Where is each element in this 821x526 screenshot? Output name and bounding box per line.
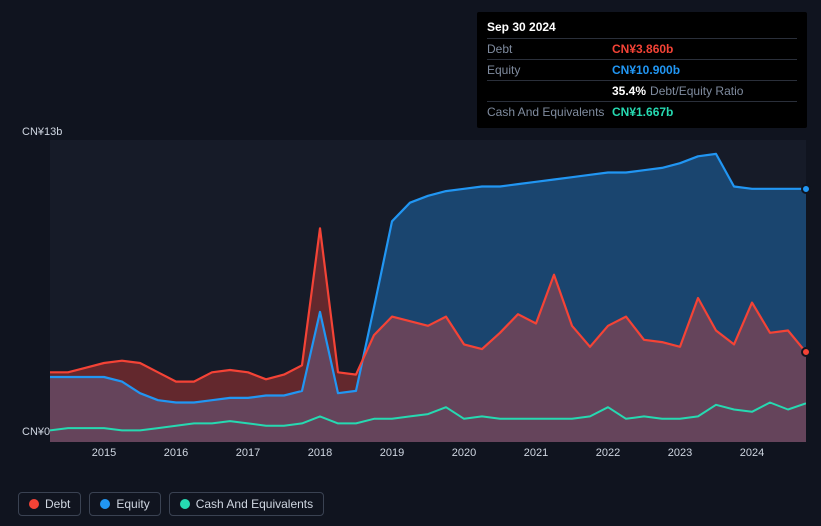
tooltip-row-equity: Equity CN¥10.900b xyxy=(487,59,797,80)
plot-area[interactable] xyxy=(50,140,806,442)
legend-label: Debt xyxy=(45,497,70,511)
legend-dot-icon xyxy=(29,499,39,509)
ratio-label: Debt/Equity Ratio xyxy=(650,84,743,98)
x-tick: 2019 xyxy=(380,447,404,459)
tooltip-row-value: CN¥3.860b xyxy=(612,42,797,56)
tooltip-row-label: Debt xyxy=(487,42,612,56)
legend: Debt Equity Cash And Equivalents xyxy=(18,492,324,516)
chart-tooltip: Sep 30 2024 Debt CN¥3.860b Equity CN¥10.… xyxy=(477,12,807,128)
series-end-marker xyxy=(801,184,811,194)
debt-equity-chart: Sep 30 2024 Debt CN¥3.860b Equity CN¥10.… xyxy=(0,0,821,526)
tooltip-row-cash: Cash And Equivalents CN¥1.667b xyxy=(487,101,797,122)
x-tick: 2018 xyxy=(308,447,332,459)
tooltip-date: Sep 30 2024 xyxy=(487,18,797,38)
x-tick: 2021 xyxy=(524,447,548,459)
y-axis-min-label: CN¥0 xyxy=(22,426,50,438)
x-tick: 2015 xyxy=(92,447,116,459)
tooltip-row-label: Cash And Equivalents xyxy=(487,105,612,119)
tooltip-row-label: Equity xyxy=(487,63,612,77)
legend-dot-icon xyxy=(100,499,110,509)
x-tick: 2017 xyxy=(236,447,260,459)
tooltip-row-ratio: 35.4% Debt/Equity Ratio xyxy=(487,80,797,101)
ratio-pct: 35.4% xyxy=(612,84,646,98)
legend-label: Cash And Equivalents xyxy=(196,497,313,511)
x-tick: 2022 xyxy=(596,447,620,459)
x-tick: 2024 xyxy=(740,447,764,459)
y-axis-max-label: CN¥13b xyxy=(22,126,62,138)
legend-dot-icon xyxy=(180,499,190,509)
tooltip-row-value: CN¥10.900b xyxy=(612,63,797,77)
legend-item-cash[interactable]: Cash And Equivalents xyxy=(169,492,324,516)
x-axis-ticks: 2015 2016 2017 2018 2019 2020 2021 2022 2023 2024 xyxy=(50,447,806,467)
x-tick: 2016 xyxy=(164,447,188,459)
legend-label: Equity xyxy=(116,497,149,511)
plot-svg xyxy=(50,140,806,442)
tooltip-row-value: CN¥1.667b xyxy=(612,105,797,119)
x-tick: 2023 xyxy=(668,447,692,459)
series-end-marker xyxy=(801,347,811,357)
tooltip-row-debt: Debt CN¥3.860b xyxy=(487,38,797,59)
legend-item-equity[interactable]: Equity xyxy=(89,492,160,516)
x-tick: 2020 xyxy=(452,447,476,459)
legend-item-debt[interactable]: Debt xyxy=(18,492,81,516)
